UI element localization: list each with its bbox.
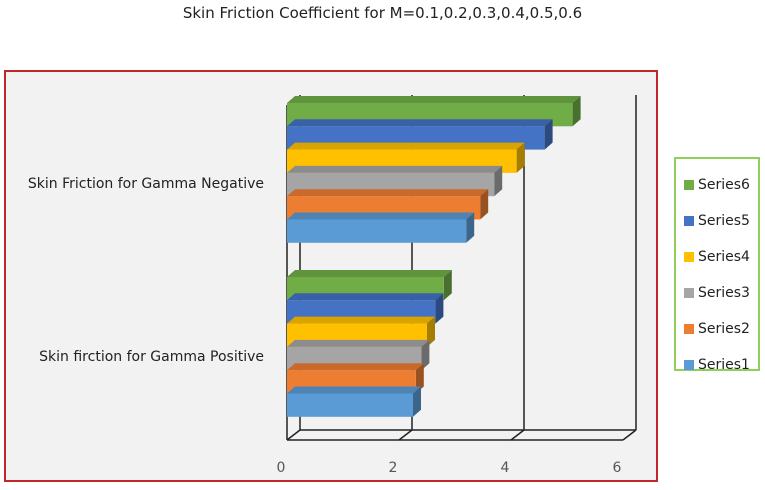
legend-label: Series6: [698, 177, 750, 193]
bar-top-face: [287, 212, 475, 220]
chart-title: Skin Friction Coefficient for M=0.1,0.2,…: [182, 4, 583, 22]
bar: [287, 219, 467, 243]
legend-swatch: [684, 252, 694, 262]
bar-end-face: [480, 189, 489, 220]
bar-end-face: [516, 142, 525, 173]
legend-item: Series4: [684, 239, 758, 275]
category-label: Skin Friction for Gamma Negative: [28, 176, 264, 192]
bar-top-face: [287, 363, 424, 371]
bar-top-face: [287, 386, 421, 394]
legend-label: Series1: [698, 357, 750, 373]
floor-gridline: [398, 429, 413, 441]
legend-item: Series2: [684, 311, 758, 347]
bar-end-face: [421, 339, 430, 371]
legend-swatch: [684, 324, 694, 334]
legend-swatch: [684, 216, 694, 226]
legend-item: Series5: [684, 203, 758, 239]
bar-top-face: [287, 189, 489, 197]
legend-item: Series6: [684, 167, 758, 203]
bar: [287, 393, 413, 417]
bar-end-face: [466, 212, 475, 243]
bar-end-face: [544, 119, 553, 150]
bar-end-face: [443, 270, 452, 301]
legend-item: Series1: [684, 347, 758, 383]
legend: Series6 Series5 Series4 Series3 Series2 Serie…: [674, 157, 760, 373]
x-tick-label: 4: [501, 460, 510, 476]
category-label: Skin firction for Gamma Positive: [39, 349, 264, 365]
bar-top-face: [287, 339, 430, 347]
legend-label: Series5: [698, 213, 750, 229]
bar-top-face: [287, 316, 435, 324]
bar-top-face: [287, 96, 581, 103]
bar-end-face: [413, 386, 421, 417]
bar-top-face: [287, 142, 525, 150]
legend-item: Series3: [684, 275, 758, 311]
floor-gridline: [286, 429, 301, 441]
bar-top-face: [287, 293, 444, 301]
floor-gridline: [510, 429, 525, 441]
bar-top-face: [287, 270, 452, 277]
bar-end-face: [415, 363, 424, 394]
bar-end-face: [494, 165, 503, 197]
legend-swatch: [684, 360, 694, 370]
x-tick-label: 0: [277, 460, 286, 476]
bar-end-face: [435, 293, 444, 324]
bar-top-face: [287, 119, 553, 127]
x-tick-label: 2: [389, 460, 398, 476]
floor-gridline: [622, 429, 637, 441]
legend-swatch: [684, 180, 694, 190]
legend-label: Series3: [698, 285, 750, 301]
x-tick-label: 6: [613, 460, 622, 476]
bar-end-face: [427, 316, 435, 347]
bar-top-face: [287, 165, 503, 173]
legend-label: Series2: [698, 321, 750, 337]
bar-end-face: [572, 96, 581, 127]
legend-swatch: [684, 288, 694, 298]
legend-label: Series4: [698, 249, 750, 265]
